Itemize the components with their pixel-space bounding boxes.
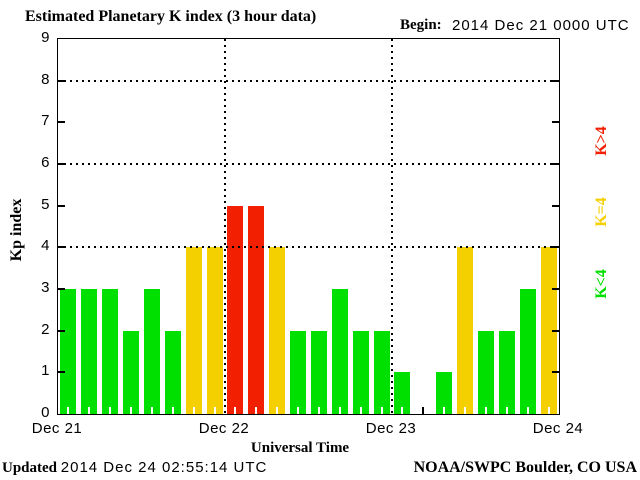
legend-k-eq-4: K=4 — [593, 197, 610, 227]
x-day-label: Dec 23 — [365, 420, 417, 437]
y-tick-right — [552, 330, 559, 332]
y-axis-title: Kp index — [8, 198, 25, 262]
updated-timestamp: Updated 2014 Dec 24 02:55:14 UTC — [2, 459, 267, 477]
y-tick-label: 2 — [41, 321, 50, 338]
begin-label: Begin: — [400, 17, 442, 33]
bar-base-tick — [172, 407, 174, 414]
bar-base-tick — [255, 407, 257, 414]
y-tick-right — [552, 371, 559, 373]
y-tick-label: 6 — [41, 154, 50, 171]
bar-base-tick — [151, 407, 153, 414]
kp-bar — [353, 331, 369, 414]
day-boundary-line — [391, 39, 393, 414]
source-credit: NOAA/SWPC Boulder, CO USA — [413, 459, 637, 476]
kp-bar — [144, 289, 160, 414]
y-tick-left — [58, 246, 65, 248]
kp-bar — [499, 331, 515, 414]
bar-base-tick — [193, 407, 195, 414]
bar-base-tick — [234, 407, 236, 414]
y-tick-left — [58, 371, 65, 373]
gridline-y6 — [58, 163, 559, 165]
y-tick-left — [58, 205, 65, 207]
y-tick-label: 0 — [41, 404, 50, 421]
kp-bar — [102, 289, 118, 414]
bar-base-tick — [464, 407, 466, 414]
y-tick-left — [58, 288, 65, 290]
bar-base-tick — [214, 407, 216, 414]
x-day-label: Dec 24 — [532, 420, 584, 437]
y-tick-left — [58, 121, 65, 123]
chart-title: Estimated Planetary K index (3 hour data… — [25, 8, 317, 25]
x-day-label: Dec 22 — [198, 420, 250, 437]
bar-base-tick — [318, 407, 320, 414]
bar-base-tick — [130, 407, 132, 414]
kp-bar — [227, 206, 243, 414]
kp-bar — [436, 372, 452, 414]
kp-bar — [123, 331, 139, 414]
kp-bar — [457, 247, 473, 414]
legend-k-gt-4: K>4 — [593, 126, 610, 156]
bar-base-tick — [276, 407, 278, 414]
bar-base-tick — [506, 407, 508, 414]
kp-bar — [374, 331, 390, 414]
begin-value: 2014 Dec 21 0000 UTC — [452, 17, 630, 34]
gridline-y8 — [58, 80, 559, 82]
kp-bar — [394, 372, 410, 414]
bar-base-tick — [527, 407, 529, 414]
y-tick-right — [552, 288, 559, 290]
y-tick-right — [552, 80, 559, 82]
updated-value: 2014 Dec 24 02:55:14 UTC — [60, 459, 268, 476]
kp-bar — [311, 331, 327, 414]
y-tick-label: 5 — [41, 196, 50, 213]
kp-bar — [478, 331, 494, 414]
legend-k-lt-4: K<4 — [593, 269, 610, 299]
bar-base-tick — [360, 407, 362, 414]
bar-base-tick — [339, 407, 341, 414]
kp-bar — [520, 289, 536, 414]
kp-bar — [165, 331, 181, 414]
kp-bar — [269, 247, 285, 414]
y-tick-right — [552, 163, 559, 165]
bar-base-tick — [401, 407, 403, 414]
x-axis-title: Universal Time — [250, 440, 350, 456]
gridline-y4 — [58, 246, 559, 248]
y-tick-label: 7 — [41, 112, 50, 129]
kp-bar — [248, 206, 264, 414]
bar-base-tick — [443, 407, 445, 414]
kp-bar — [290, 331, 306, 414]
bar-base-tick — [381, 407, 383, 414]
x-day-label: Dec 21 — [31, 420, 83, 437]
y-tick-label: 8 — [41, 71, 50, 88]
y-tick-right — [552, 121, 559, 123]
bar-base-tick — [485, 407, 487, 414]
kp-bar — [60, 289, 76, 414]
y-tick-label: 9 — [41, 29, 50, 46]
y-tick-right — [552, 246, 559, 248]
day-boundary-line — [224, 39, 226, 414]
bar-base-tick — [88, 407, 90, 414]
y-tick-left — [58, 80, 65, 82]
kp-bar — [186, 247, 202, 414]
updated-label: Updated — [2, 460, 58, 476]
y-tick-label: 1 — [41, 362, 50, 379]
bar-base-tick — [109, 407, 111, 414]
bar-base-tick — [67, 407, 69, 414]
plot-area — [57, 38, 560, 415]
missing-data-tick — [422, 407, 424, 414]
kp-bar — [81, 289, 97, 414]
y-tick-right — [552, 205, 559, 207]
bar-base-tick — [297, 407, 299, 414]
y-tick-left — [58, 163, 65, 165]
y-tick-left — [58, 330, 65, 332]
y-tick-label: 3 — [41, 279, 50, 296]
bar-base-tick — [548, 407, 550, 414]
kp-bar — [332, 289, 348, 414]
y-tick-label: 4 — [41, 237, 50, 254]
kp-bar — [207, 247, 223, 414]
